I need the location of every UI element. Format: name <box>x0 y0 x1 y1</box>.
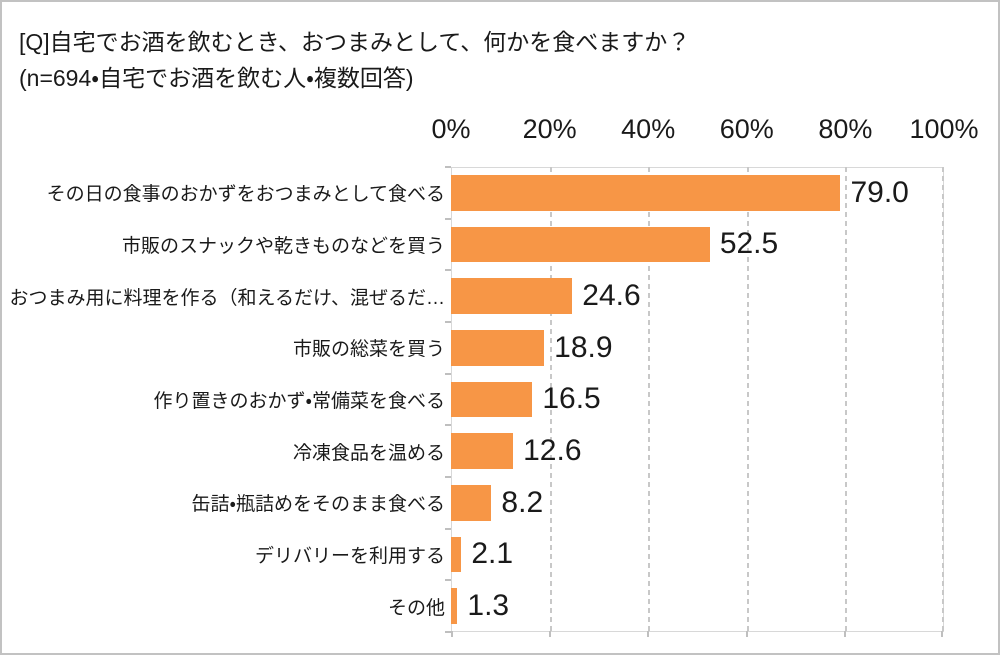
category-label: 作り置きのおかず・常備菜を食べる <box>153 390 445 412</box>
bar <box>451 175 841 211</box>
axis-tick <box>745 631 748 637</box>
value-label: 8.2 <box>501 485 544 519</box>
category-label: デリバリーを利用する <box>254 545 445 567</box>
gridline <box>648 167 651 632</box>
value-label: 79.0 <box>850 175 909 209</box>
axis-tick <box>941 631 943 637</box>
axis-tick <box>445 424 451 427</box>
bar <box>451 381 533 418</box>
category-label: 冷凍食品を温める <box>292 442 445 464</box>
gridline <box>549 167 552 632</box>
axis-tick <box>548 631 551 637</box>
category-label: その日の食事のおかずをおつまみとして食べる <box>46 184 445 206</box>
chart-title: [Q]自宅でお酒を飲むとき、おつまみとして、何かを食べますか？ (n=694・自… <box>19 24 690 96</box>
axis-tick <box>445 579 451 582</box>
axis-tick <box>445 269 451 272</box>
x-axis-tick-label: 20% <box>522 114 577 144</box>
plot-area <box>445 166 944 637</box>
axis-tick <box>844 631 847 637</box>
axis-tick <box>445 631 451 633</box>
category-label: 市販のスナックや乾きものなどを買う <box>121 235 445 257</box>
x-axis-tick-label: 0% <box>431 114 471 144</box>
axis-tick <box>451 631 453 637</box>
gridline <box>942 167 944 632</box>
bar <box>451 226 710 263</box>
value-label: 24.6 <box>582 279 641 313</box>
gridline <box>746 167 749 632</box>
bar <box>451 433 514 469</box>
category-label: 缶詰・瓶詰めをそのまま食べる <box>191 494 445 516</box>
category-label: 市販の総菜を買う <box>292 339 445 361</box>
axis-tick <box>445 217 451 220</box>
value-label: 12.6 <box>523 434 582 468</box>
bar <box>451 485 492 521</box>
value-label: 16.5 <box>542 382 601 416</box>
axis-tick <box>445 372 451 375</box>
x-axis-tick-label: 100% <box>909 114 979 144</box>
axis-tick <box>445 527 451 530</box>
bar <box>451 278 573 314</box>
category-label: その他 <box>387 597 445 619</box>
axis-tick <box>445 476 451 478</box>
gridline <box>845 167 848 632</box>
axis-tick <box>445 166 451 168</box>
value-label: 1.3 <box>467 589 510 623</box>
axis-tick <box>647 631 650 637</box>
x-axis-tick-label: 80% <box>818 114 873 144</box>
x-axis-tick-label: 60% <box>719 114 774 144</box>
bar <box>451 588 458 624</box>
title-line-question: [Q]自宅でお酒を飲むとき、おつまみとして、何かを食べますか？ <box>19 29 691 55</box>
bar <box>451 330 545 366</box>
title-line-sample-info: (n=694・自宅でお酒を飲む人・複数回答) <box>19 65 414 91</box>
value-label: 52.5 <box>719 227 779 261</box>
category-label: おつまみ用に料理を作る（和えるだけ、混ぜるだ… <box>9 287 445 309</box>
value-label: 2.1 <box>471 537 514 571</box>
value-label: 18.9 <box>554 330 613 364</box>
bar <box>451 536 462 573</box>
axis-tick <box>445 321 451 323</box>
x-axis-tick-label: 40% <box>621 114 676 144</box>
